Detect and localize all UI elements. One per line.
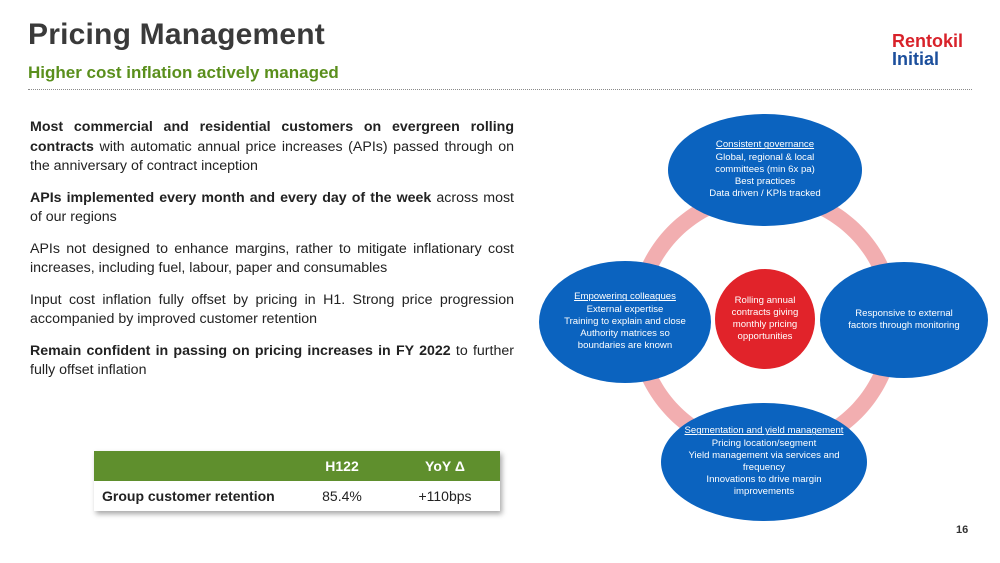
node-line: Data driven / KPIs tracked bbox=[709, 188, 821, 200]
node-line: Pricing location/segment bbox=[711, 437, 817, 449]
node-empowering-colleagues: Empowering colleagues External expertise… bbox=[539, 261, 711, 383]
table-header: H122 YoY Δ bbox=[94, 451, 500, 481]
node-line: Best practices bbox=[734, 176, 796, 188]
key-point: APIs not designed to enhance margins, ra… bbox=[30, 240, 514, 277]
key-points: Most commercial and residential customer… bbox=[30, 118, 514, 393]
row-label: Group customer retention bbox=[102, 488, 275, 504]
node-segmentation-yield: Segmentation and yield management Pricin… bbox=[661, 403, 867, 521]
node-heading: Empowering colleagues bbox=[574, 291, 676, 303]
row-value: 85.4% bbox=[322, 488, 362, 504]
logo-line-2: Initial bbox=[892, 49, 940, 69]
key-point: Most commercial and residential customer… bbox=[30, 119, 514, 174]
header-cell-yoy: YoY Δ bbox=[425, 458, 465, 474]
page-number: 16 bbox=[956, 524, 969, 536]
node-line: Yield management via services and freque… bbox=[688, 449, 840, 473]
node-line: Authority matrices so boundaries are kno… bbox=[577, 328, 673, 352]
dotted-divider bbox=[28, 89, 972, 90]
row-change: +110bps bbox=[418, 488, 472, 504]
key-point: Input cost inflation fully offset by pri… bbox=[30, 291, 514, 328]
node-responsive-external: Responsive to external factors through m… bbox=[820, 262, 988, 378]
page-subtitle: Higher cost inflation actively managed bbox=[28, 63, 339, 82]
node-line: Global, regional & local committees (min… bbox=[715, 151, 815, 175]
key-point: APIs implemented every month and every d… bbox=[30, 189, 514, 226]
center-rolling-contracts: Rolling annual contracts giving monthly … bbox=[715, 269, 815, 369]
node-line: Innovations to drive margin improvements bbox=[706, 474, 822, 498]
node-line: Training to explain and close bbox=[564, 315, 686, 327]
page-title: Pricing Management bbox=[28, 18, 325, 51]
node-heading: Segmentation and yield management bbox=[684, 425, 844, 437]
key-point: Remain confident in passing on pricing i… bbox=[30, 342, 514, 379]
company-logo: Rentokil Initial bbox=[892, 32, 963, 68]
node-line: External expertise bbox=[586, 303, 664, 315]
logo-line-1: Rentokil bbox=[892, 31, 964, 51]
node-heading: Consistent governance bbox=[715, 139, 815, 151]
header-cell-h122: H122 bbox=[325, 458, 359, 474]
table-row: Group customer retention 85.4% +110bps bbox=[94, 481, 500, 511]
node-line: Responsive to external factors through m… bbox=[848, 307, 960, 331]
retention-table: H122 YoY Δ Group customer retention 85.4… bbox=[94, 451, 500, 511]
node-consistent-governance: Consistent governance Global, regional &… bbox=[668, 114, 862, 226]
